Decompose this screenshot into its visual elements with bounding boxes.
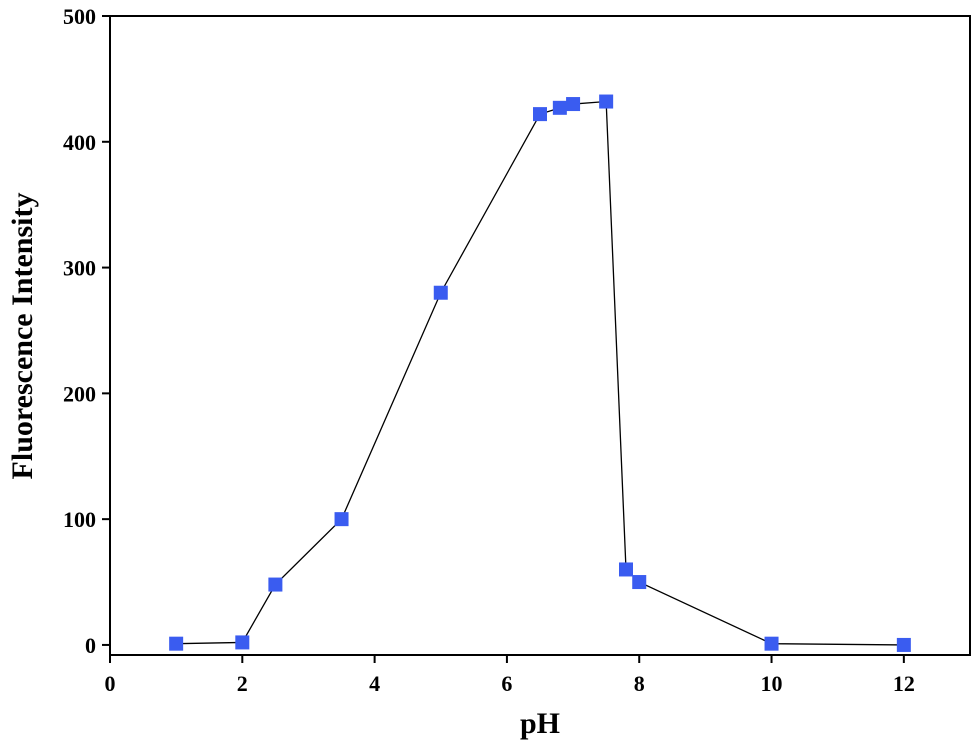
data-point (896, 637, 911, 652)
y-tick-label: 300 (63, 256, 96, 281)
data-point (533, 107, 547, 122)
x-tick-label: 6 (501, 671, 512, 696)
data-point (566, 97, 581, 112)
x-tick-label: 12 (893, 671, 915, 696)
x-axis-title: pH (520, 707, 560, 740)
x-tick-label: 0 (105, 671, 116, 696)
x-tick-label: 4 (369, 671, 380, 696)
x-tick-label: 8 (634, 671, 645, 696)
data-point (169, 636, 184, 651)
data-point (619, 562, 633, 577)
data-point (552, 100, 567, 115)
x-tick-label: 10 (761, 671, 783, 696)
data-point (334, 512, 349, 527)
data-point (764, 636, 779, 651)
series-line (176, 100, 904, 646)
y-tick-label: 100 (63, 507, 96, 532)
plot-frame (109, 15, 971, 656)
data-point (433, 285, 448, 300)
y-tick-label: 400 (63, 130, 96, 155)
data-point (268, 577, 283, 592)
y-tick-label: 200 (63, 381, 96, 406)
y-tick-label: 500 (63, 4, 96, 29)
x-tick-label: 2 (237, 671, 248, 696)
data-point (599, 94, 614, 109)
y-axis-title: Fluorescence Intensity (6, 193, 39, 480)
data-point (235, 635, 250, 650)
y-tick-label: 0 (85, 633, 96, 658)
data-point (632, 575, 647, 590)
